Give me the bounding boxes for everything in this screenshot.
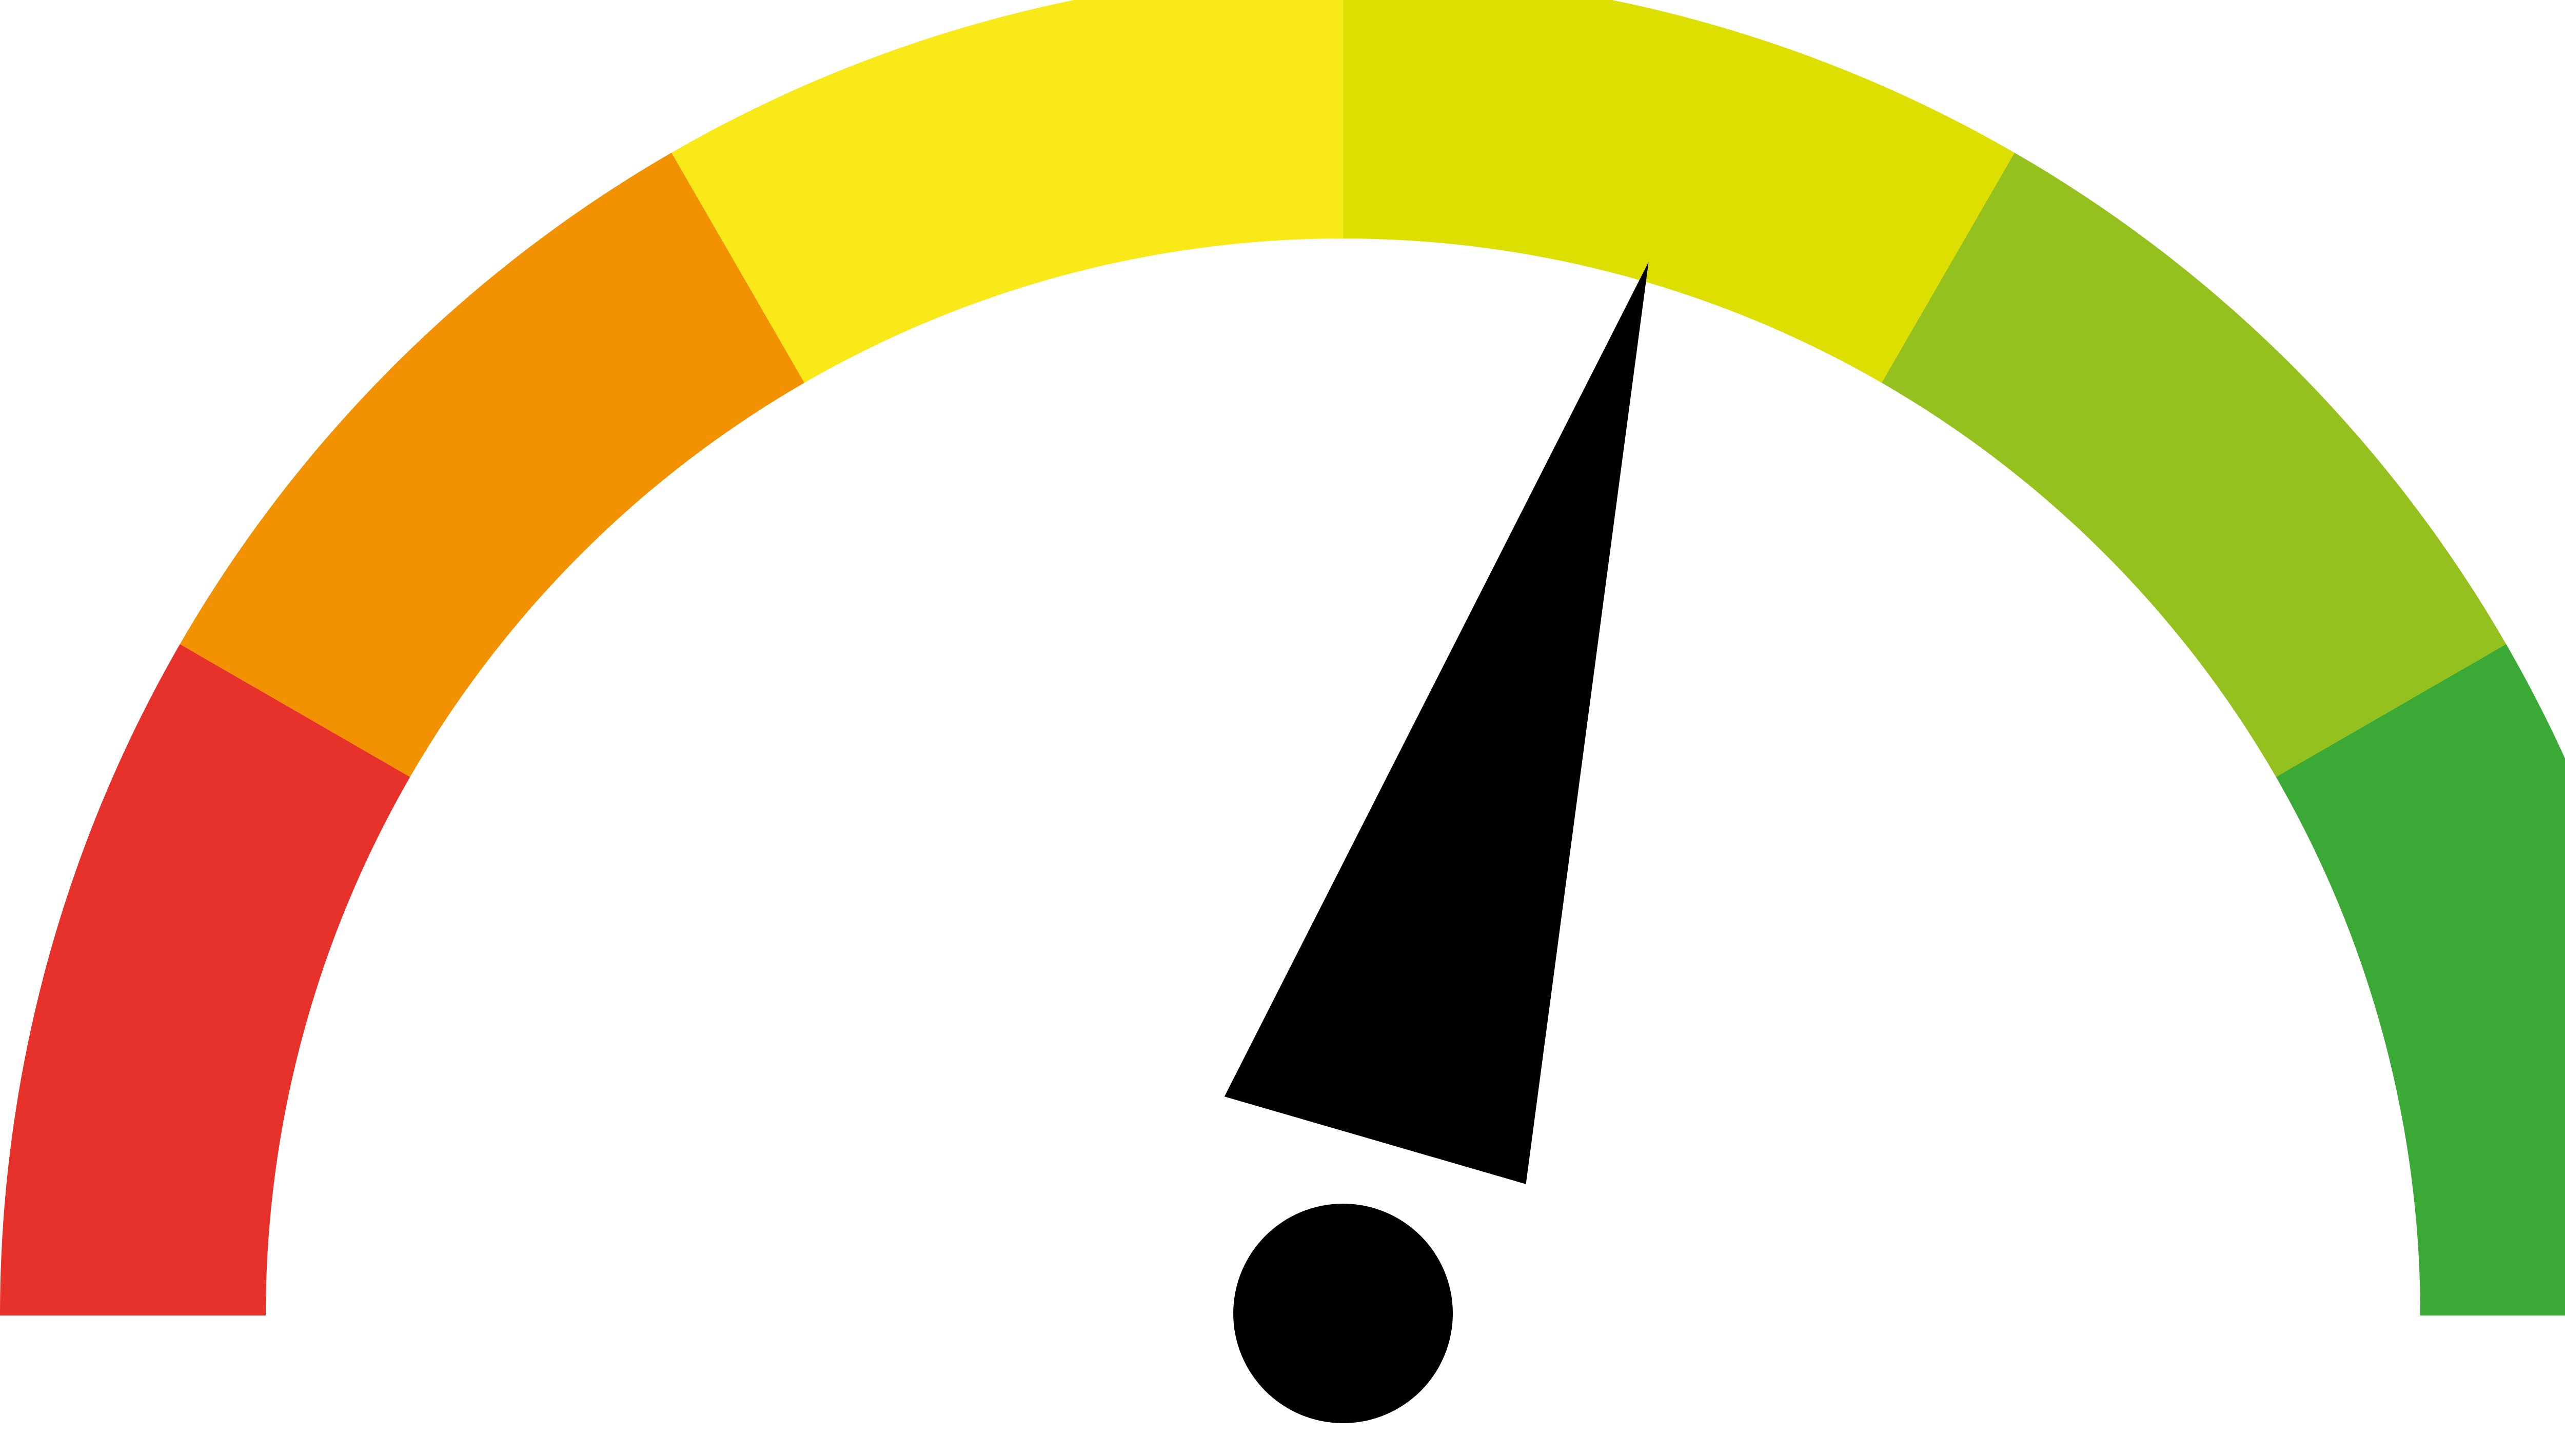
needle-pointer [1224, 262, 1649, 1184]
gauge-needle [1224, 262, 1649, 1423]
gauge-segment-6 [2276, 644, 2565, 1315]
needle-hub [1233, 1204, 1453, 1423]
gauge-segment-4 [1343, 0, 2015, 383]
gauge-segment-1 [0, 644, 410, 1315]
gauge-segments [0, 0, 2565, 1315]
gauge-segment-3 [672, 0, 1343, 383]
gauge-segment-5 [1882, 152, 2507, 777]
gauge-segment-2 [180, 152, 804, 777]
